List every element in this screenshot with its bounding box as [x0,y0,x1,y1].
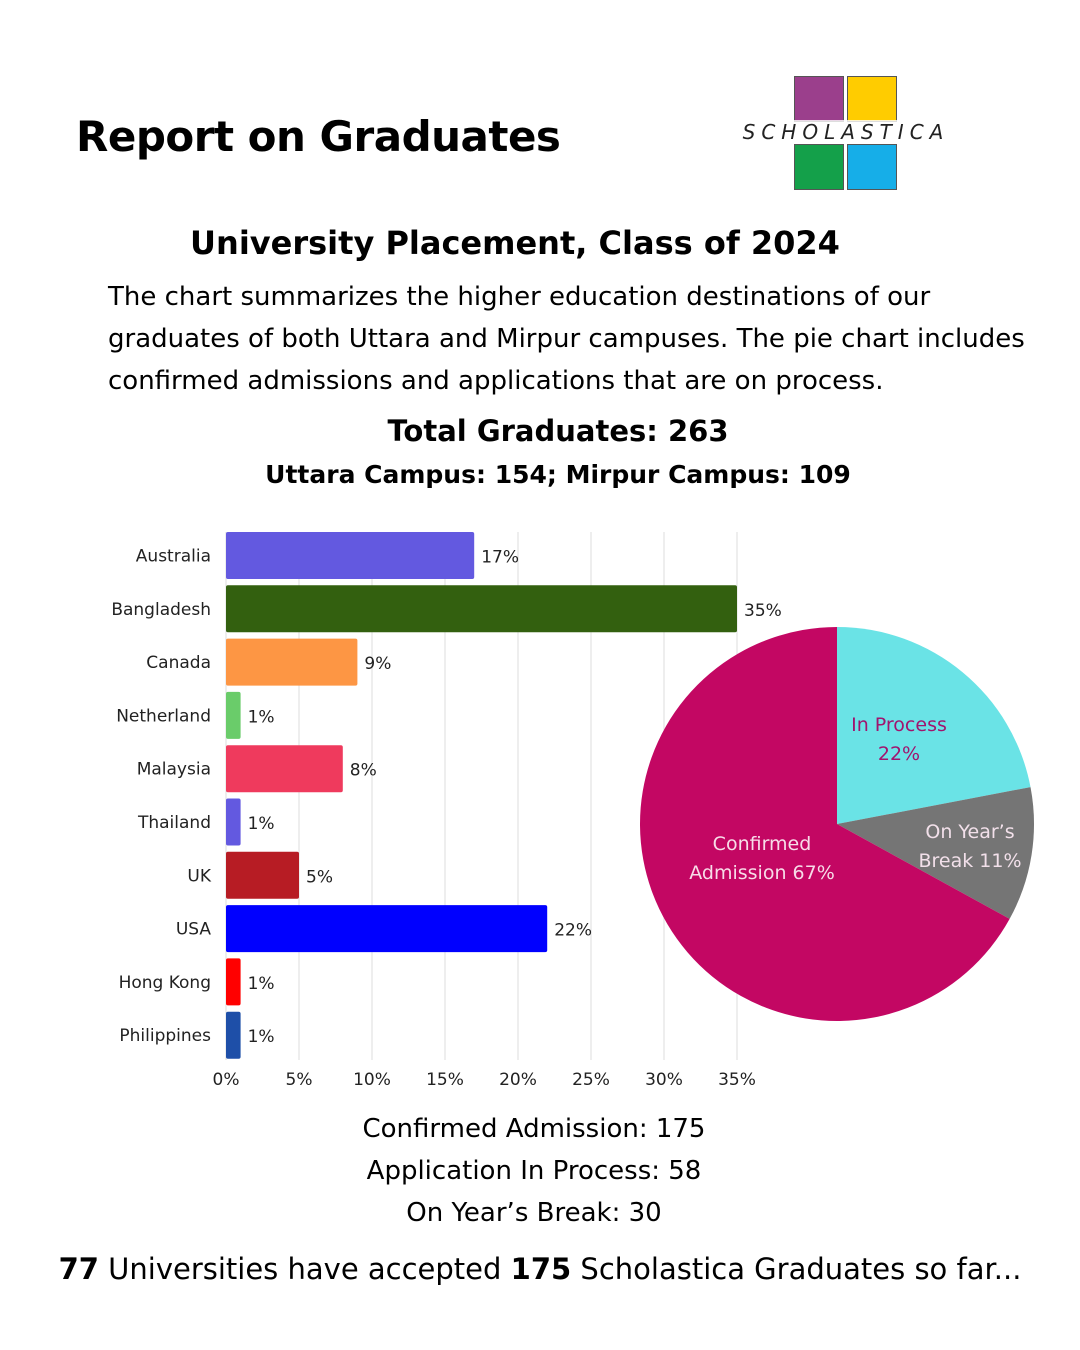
summary-in-process: Application In Process: 58 [366,1156,702,1186]
x-tick-label: 5% [286,1070,313,1090]
category-label: USA [176,920,212,940]
bar [226,691,241,739]
graduates-count: 175 [510,1252,572,1286]
pie-label: On Year’s [925,821,1014,843]
logo-square-purple [794,76,844,122]
universities-count: 77 [58,1252,99,1286]
category-label: UK [187,866,211,886]
data-label: 22% [554,921,592,941]
pie-slice [639,627,1010,1021]
category-label: Bangladesh [111,600,211,620]
pie-label: In Process [851,714,947,736]
pie-label: Confirmed [713,833,812,855]
category-label: Malaysia [137,760,211,780]
data-label: 1% [248,974,275,994]
pie-pct-label: Break 11% [918,850,1021,872]
pie-slice [837,787,1035,919]
x-tick-label: 20% [499,1070,537,1090]
scholastica-logo: SCHOLASTICA [716,74,976,192]
bar [226,1011,241,1059]
data-label: 1% [248,814,275,834]
page-title: Report on Graduates [76,112,561,161]
summary: Confirmed Admission: 175 Application In … [0,1108,1068,1234]
pie-slice [837,627,1031,824]
logo-square-blue [847,144,897,190]
bar [226,798,241,846]
data-label: 5% [306,867,333,887]
data-label: 35% [744,601,782,621]
total-graduates: Total Graduates: 263 [387,414,729,448]
pie-pct-label: 22% [878,743,920,765]
x-tick-label: 10% [353,1070,391,1090]
x-tick-label: 35% [718,1070,756,1090]
summary-break: On Year’s Break: 30 [406,1198,662,1228]
footer-text-2: Scholastica Graduates so far... [571,1252,1022,1286]
data-label: 1% [248,707,275,727]
data-label: 1% [248,1027,275,1047]
x-tick-label: 25% [572,1070,610,1090]
data-label: 8% [350,761,377,781]
bar [226,745,343,793]
category-label: Hong Kong [119,973,211,993]
description: The chart summarizes the higher educatio… [108,282,1025,396]
footer-text-1: Universities have accepted [98,1252,511,1286]
bar [226,905,548,953]
category-label: Canada [146,653,211,673]
bar [226,532,475,579]
data-label: 17% [481,548,519,568]
section-subtitle: University Placement, Class of 2024 [190,224,840,262]
x-tick-label: 15% [426,1070,464,1090]
logo-text: SCHOLASTICA [716,120,976,144]
pie-pct-label: Admission 67% [689,862,835,884]
category-label: Australia [136,547,211,567]
bar [226,851,299,899]
category-label: Philippines [119,1026,211,1046]
x-tick-label: 0% [213,1070,240,1090]
bar [226,585,737,633]
category-label: Netherland [116,706,211,726]
bar [226,638,358,686]
data-label: 9% [364,654,391,674]
logo-square-green [794,144,844,190]
bar [226,958,241,1006]
campus-breakdown: Uttara Campus: 154; Mirpur Campus: 109 [265,460,851,489]
summary-confirmed: Confirmed Admission: 175 [362,1114,706,1144]
footer-text: 77 Universities have accepted 175 Schola… [0,1252,1080,1286]
category-label: Thailand [137,813,211,833]
x-tick-label: 30% [645,1070,683,1090]
